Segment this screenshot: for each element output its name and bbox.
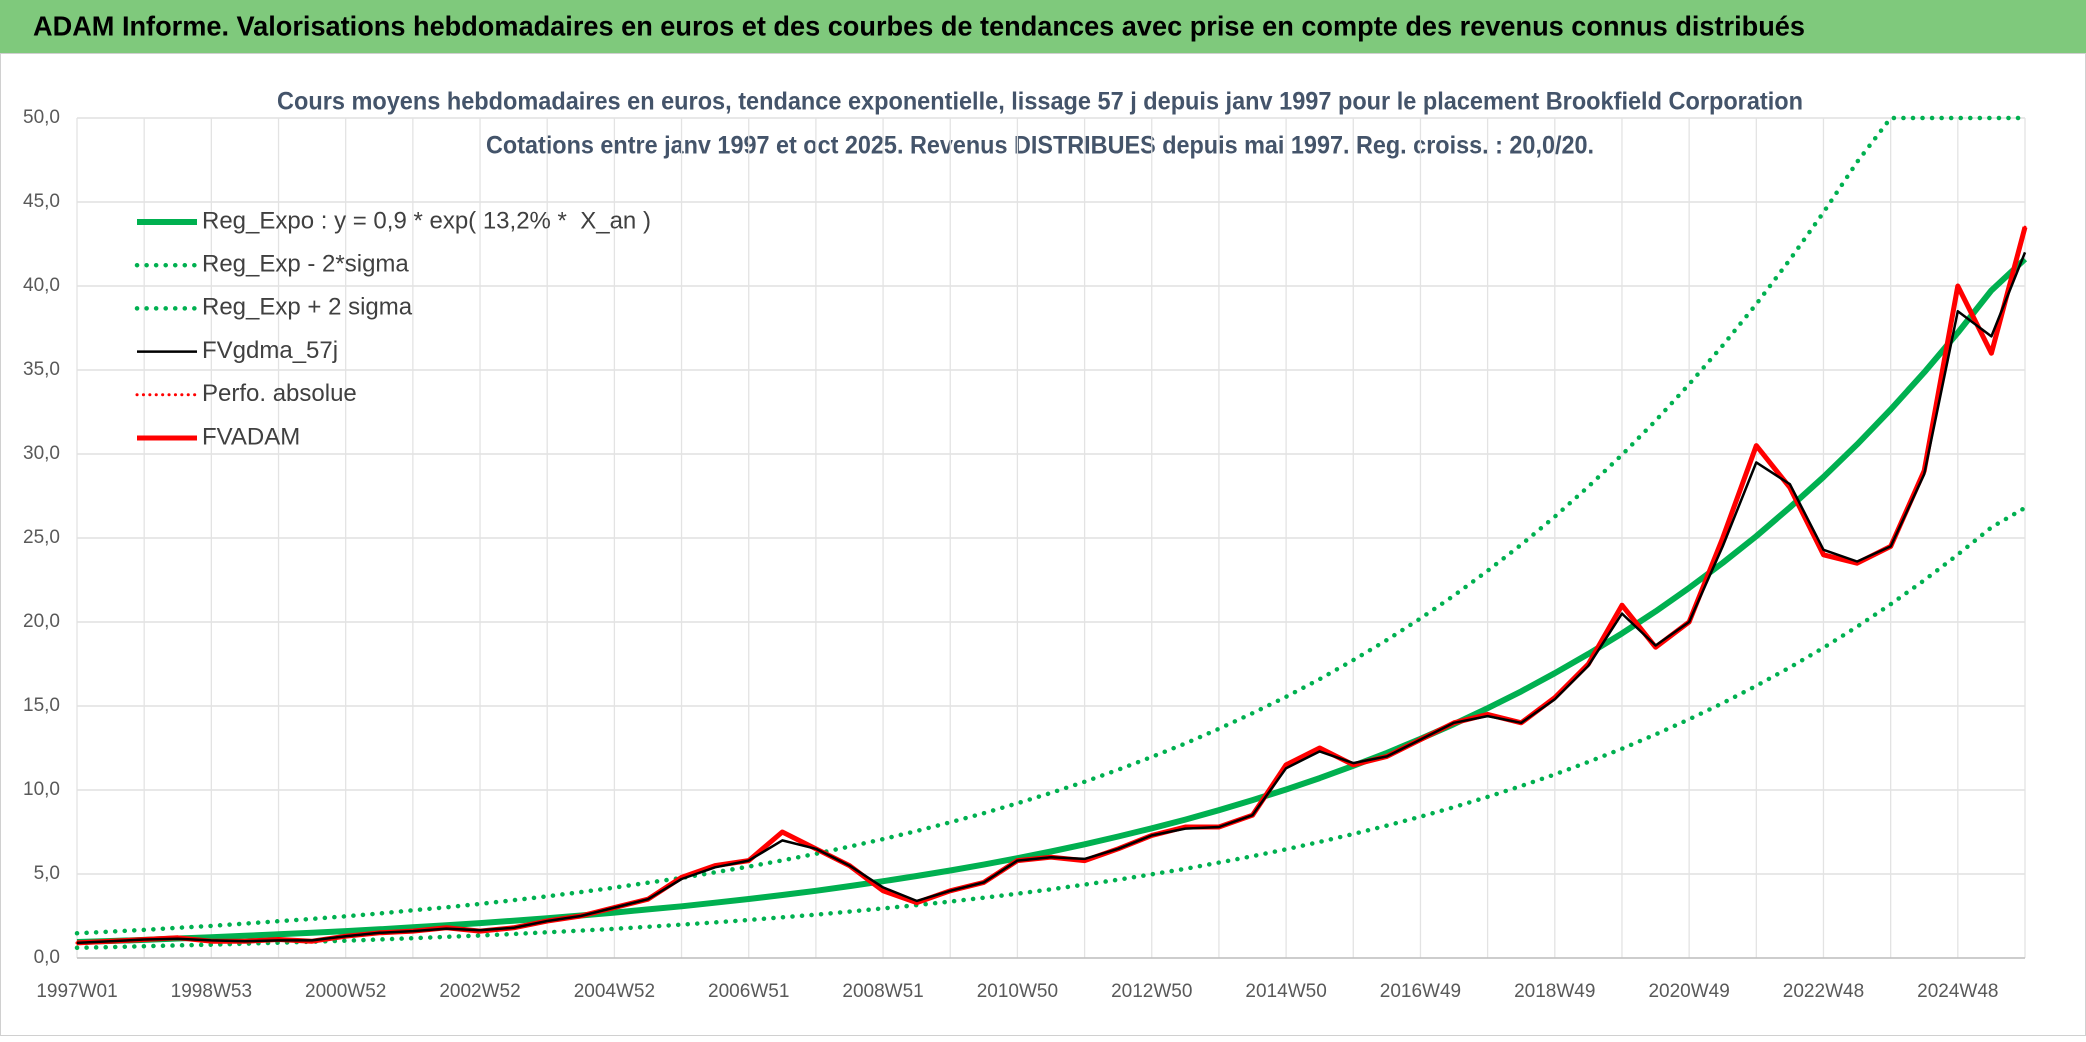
x-tick-label: 2002W52: [439, 981, 520, 1002]
y-tick-label: 20,0: [23, 611, 60, 632]
legend-label: Reg_Exp + 2 sigma: [202, 294, 413, 321]
legend-label: Reg_Expo : y = 0,9 * exp( 13,2% * X_an ): [202, 207, 651, 234]
x-tick-label: 2016W49: [1380, 981, 1461, 1002]
grid: [76, 117, 2026, 959]
header-title: ADAM Informe. Valorisations hebdomadaire…: [33, 10, 1805, 41]
x-tick-label: 2014W50: [1245, 981, 1326, 1002]
x-tick-label: 2018W49: [1514, 981, 1595, 1002]
series-line: [76, 256, 2028, 945]
plot: [74, 115, 2028, 951]
x-tick-label: 2008W51: [842, 981, 923, 1002]
x-tick-label: 2020W49: [1648, 981, 1729, 1002]
series-line: [74, 115, 2028, 936]
series-line: [74, 505, 2028, 951]
y-tick-label: 40,0: [23, 275, 60, 296]
x-tick-label: 2010W50: [977, 981, 1058, 1002]
y-tick-label: 10,0: [23, 779, 60, 800]
x-tick-label: 2000W52: [305, 981, 386, 1002]
x-tick-label: 2022W48: [1783, 981, 1864, 1002]
axes: 0,0 5,0 10,0 15,0 20,0 25,0 30,0 35,0 40,0 45,0 50…: [23, 107, 2025, 1002]
chart-subtitle: Cotations entre janv 1997 et oct 2025. R…: [486, 132, 1594, 160]
legend: Reg_Expo : y = 0,9 * exp( 13,2% * X_an )…: [134, 207, 651, 450]
legend-label: Perfo. absolue: [202, 380, 357, 407]
y-tick-label: 0,0: [34, 947, 60, 968]
x-tick-label: 1997W01: [36, 981, 117, 1002]
chart-title: Cours moyens hebdomadaires en euros, ten…: [277, 88, 1803, 116]
legend-label: FVgdma_57j: [202, 337, 338, 364]
y-tick-label: 15,0: [23, 695, 60, 716]
x-tick-label: 2012W50: [1111, 981, 1192, 1002]
y-tick-label: 25,0: [23, 527, 60, 548]
x-tick-label: 2024W48: [1917, 981, 1998, 1002]
x-tick-label: 2006W51: [708, 981, 789, 1002]
y-tick-label: 5,0: [34, 863, 60, 884]
legend-label: FVADAM: [202, 423, 300, 450]
y-tick-label: 35,0: [23, 359, 60, 380]
chart-frame: [0, 53, 2086, 1036]
y-tick-label: 45,0: [23, 191, 60, 212]
header-band: [0, 0, 2086, 53]
x-tick-label: 1998W53: [171, 981, 252, 1002]
series-line: [76, 251, 2027, 945]
y-tick-label: 50,0: [23, 107, 60, 128]
legend-label: Reg_Exp - 2*sigma: [202, 251, 409, 278]
y-tick-label: 30,0: [23, 443, 60, 464]
x-tick-label: 2004W52: [574, 981, 655, 1002]
